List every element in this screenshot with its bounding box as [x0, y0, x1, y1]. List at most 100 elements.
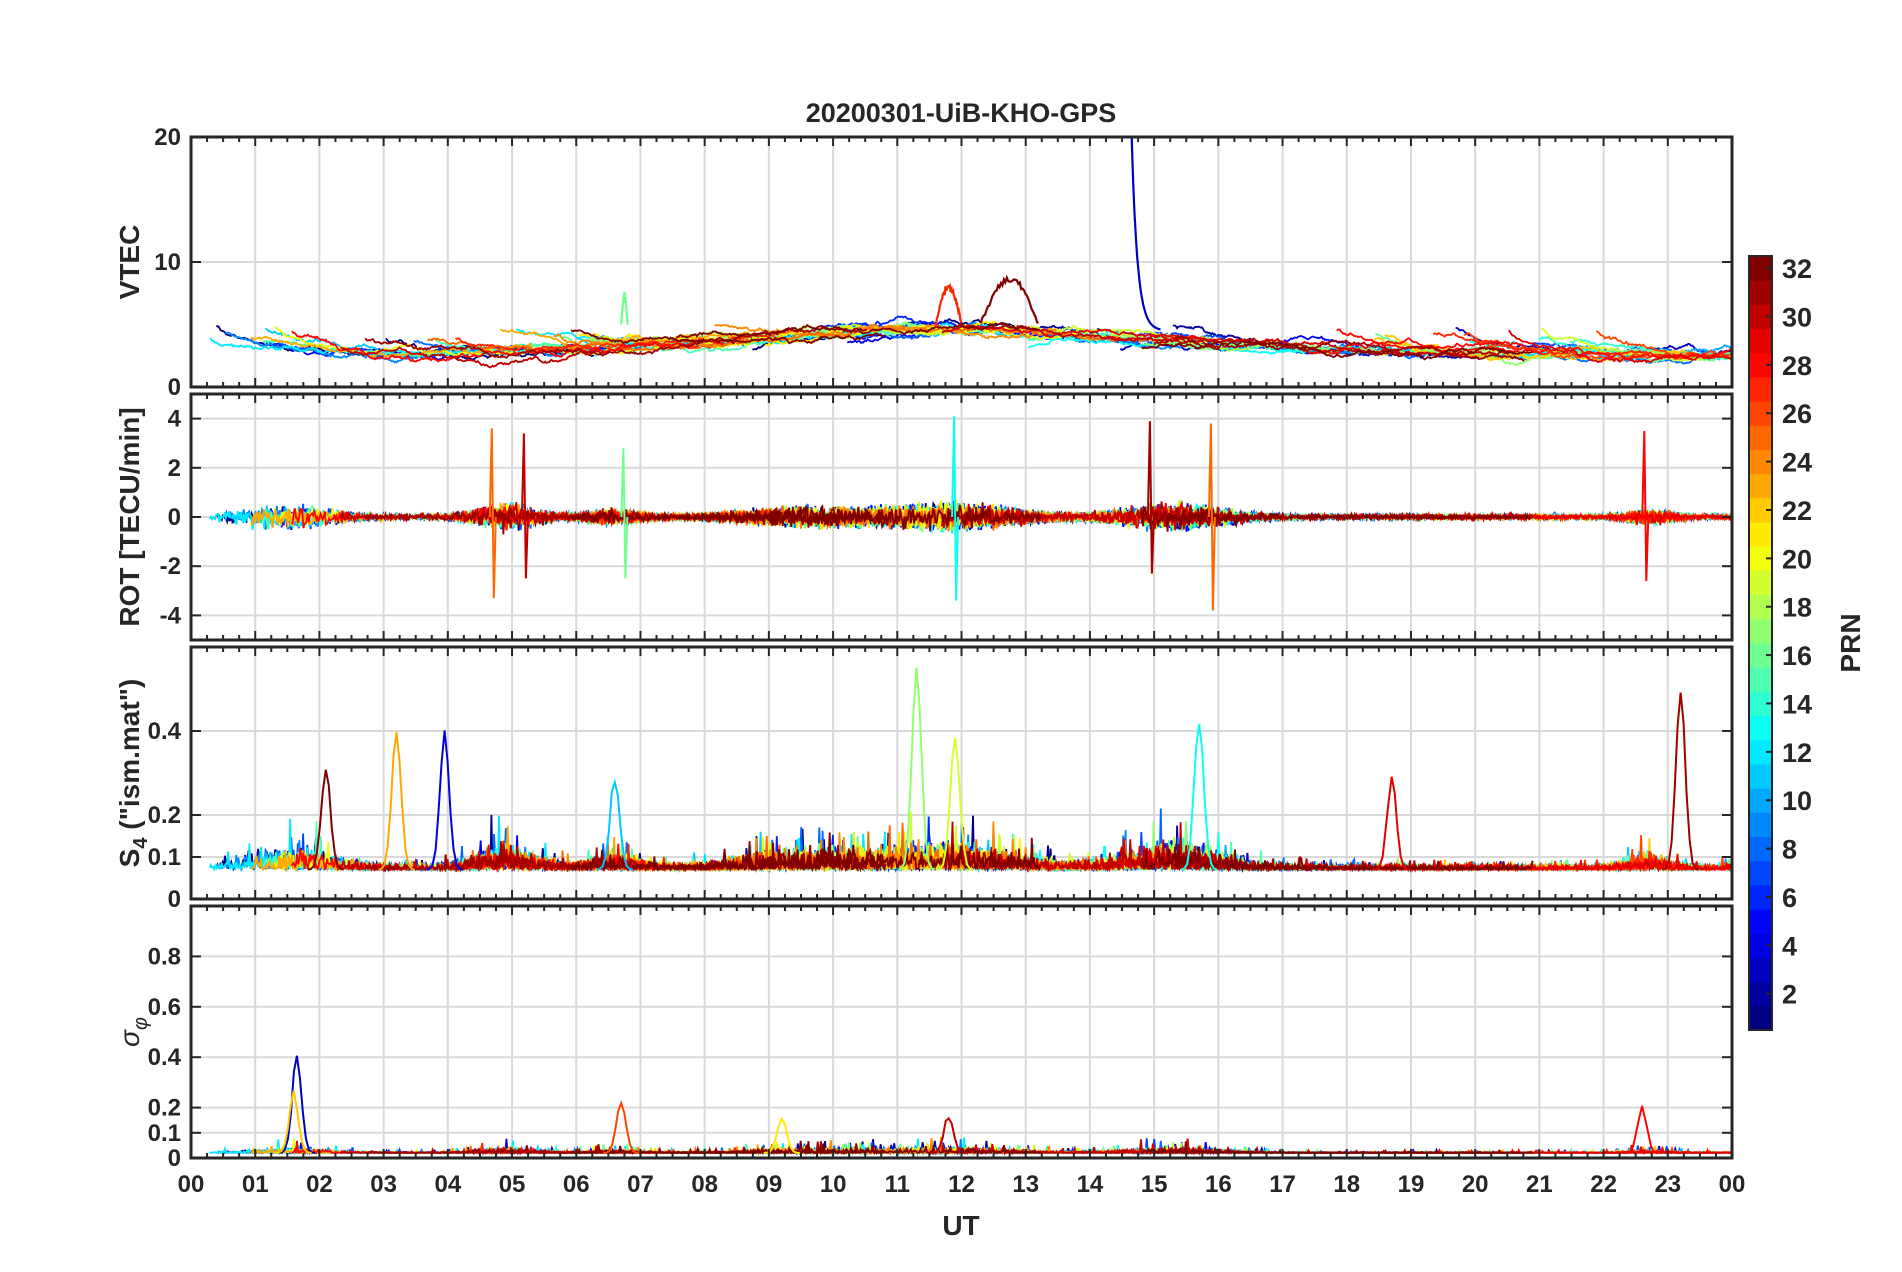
colorbar-tick-label: 10: [1782, 786, 1812, 816]
colorbar-swatch-prn-31: [1749, 280, 1772, 305]
colorbar-swatch-prn-2: [1749, 981, 1772, 1007]
x-tick-label: 13: [1012, 1171, 1039, 1198]
x-tick-label: 14: [1077, 1171, 1104, 1198]
prn-32-feature: [979, 274, 1039, 324]
x-tick-label: 23: [1654, 1171, 1681, 1198]
x-tick-label: 09: [756, 1171, 783, 1198]
panel-rot-grid: [191, 394, 1732, 640]
colorbar-swatch-prn-5: [1749, 909, 1772, 934]
x-tick-label: 18: [1333, 1171, 1360, 1198]
prn-16-feature: [620, 291, 629, 326]
x-tick-label: 06: [563, 1171, 590, 1198]
prn-30-trace: [941, 323, 1220, 349]
prn-26-trace: [1463, 332, 1732, 361]
x-tick-label: 02: [306, 1171, 333, 1198]
colorbar-swatch-prn-14: [1749, 691, 1772, 717]
prn-23-trace: [250, 335, 687, 359]
x-tick-label: 07: [627, 1171, 654, 1198]
x-tick-label: 04: [434, 1171, 461, 1198]
prn-29-trace: [1508, 329, 1732, 364]
x-tick-label: 01: [242, 1171, 269, 1198]
x-tick-label: 22: [1590, 1171, 1617, 1198]
prn-23-spike: [378, 732, 415, 871]
y-tick-label: 0.1: [148, 844, 181, 871]
colorbar-swatch-prn-24: [1749, 449, 1772, 475]
colorbar-tick-label: 32: [1782, 254, 1812, 284]
panel-rot-ylabel: ROT [TECU/min]: [114, 407, 145, 626]
prn-30-trace: [940, 821, 1220, 873]
colorbar-swatch-prn-1: [1749, 1005, 1772, 1031]
panel-s4-grid: [191, 647, 1732, 899]
colorbar-swatch-prn-28: [1749, 352, 1772, 378]
colorbar-swatch-prn-3: [1749, 957, 1772, 983]
colorbar-swatch-prn-20: [1749, 546, 1772, 571]
y-tick-label: -4: [160, 602, 182, 629]
colorbar-swatch-prn-13: [1749, 715, 1772, 741]
prn-3-feature: [1130, 137, 1161, 331]
panel-vtec: 0 10 20 VTEC: [114, 124, 1734, 401]
colorbar-swatch-prn-8: [1749, 836, 1772, 862]
colorbar-swatch-prn-19: [1749, 570, 1772, 596]
colorbar-tick-label: 2: [1782, 980, 1797, 1010]
prn-19-spike: [936, 737, 974, 871]
prn-22-spike: [275, 1090, 312, 1154]
ylabel-subscript: φ: [130, 1017, 152, 1030]
prn-26-trace: [1595, 330, 1732, 360]
x-tick-label: 17: [1269, 1171, 1296, 1198]
panel-s4-series: [208, 667, 1732, 874]
colorbar-swatch-prn-6: [1749, 884, 1772, 910]
x-tick-label: 10: [820, 1171, 847, 1198]
y-tick-label: 0: [168, 886, 181, 913]
colorbar-tick-label: 30: [1782, 302, 1812, 332]
x-tick-label: 11: [885, 1171, 910, 1198]
prn-11-spike: [596, 778, 633, 871]
panel-s4-ticks: [190, 647, 1733, 900]
ylabel-suffix: ("ism.mat"): [114, 679, 145, 838]
colorbar-tick-label: 20: [1782, 544, 1812, 574]
x-tick-label: 08: [691, 1171, 718, 1198]
panel-sigma_phi-ticks: [190, 906, 1733, 1159]
colorbar-swatch-prn-27: [1749, 376, 1772, 402]
panel-rot-series: [208, 416, 1732, 611]
y-tick-label: 0: [168, 504, 181, 531]
y-tick-label: 0: [168, 1145, 181, 1172]
prn-32-trace: [675, 502, 1042, 532]
prn-32-trace: [1141, 843, 1534, 873]
x-tick-label: 19: [1398, 1171, 1425, 1198]
prn-32-trace: [675, 837, 1042, 873]
panel-vtec-ticks: [190, 136, 1733, 388]
colorbar-swatch-prn-21: [1749, 522, 1772, 547]
colorbar-swatch-prn-12: [1749, 739, 1772, 765]
y-tick-label: -2: [160, 553, 181, 580]
y-tick-label: 0.2: [148, 802, 181, 829]
colorbar-swatch-prn-32: [1749, 256, 1772, 281]
colorbar-swatch-prn-4: [1749, 933, 1772, 958]
colorbar-tick-label: 4: [1782, 931, 1797, 961]
prn-30-trace: [1153, 337, 1510, 357]
x-tick-label: 15: [1141, 1171, 1168, 1198]
panel-sigma_phi-grid: [191, 906, 1732, 1158]
prn-29-trace: [1508, 1144, 1732, 1155]
prn-3-spike: [278, 1055, 316, 1154]
colorbar-tick-label: 24: [1782, 448, 1812, 478]
prn-27-feature: [934, 282, 963, 327]
colorbar-swatch-prn-22: [1749, 497, 1772, 523]
prn-28-trace: [291, 331, 725, 363]
prn-30-spike: [520, 433, 529, 579]
prn-26-spike: [603, 1099, 640, 1154]
prn-25-spike: [488, 428, 497, 599]
y-tick-label: 4: [168, 406, 182, 433]
prn-32-trace: [570, 329, 886, 345]
prn-13-spike: [951, 416, 960, 601]
panel-sigma_phi-series: [209, 1055, 1732, 1157]
y-tick-label: 0.1: [148, 1120, 181, 1147]
prn-32-trace: [676, 1140, 1041, 1156]
prn-4-spike: [426, 730, 463, 871]
prn-31-spike: [1146, 421, 1155, 574]
colorbar-tick-label: 22: [1782, 496, 1812, 526]
colorbar-tick-label: 12: [1782, 738, 1812, 768]
colorbar-swatch-prn-11: [1749, 763, 1772, 789]
x-tick-label: 00: [1719, 1171, 1746, 1198]
